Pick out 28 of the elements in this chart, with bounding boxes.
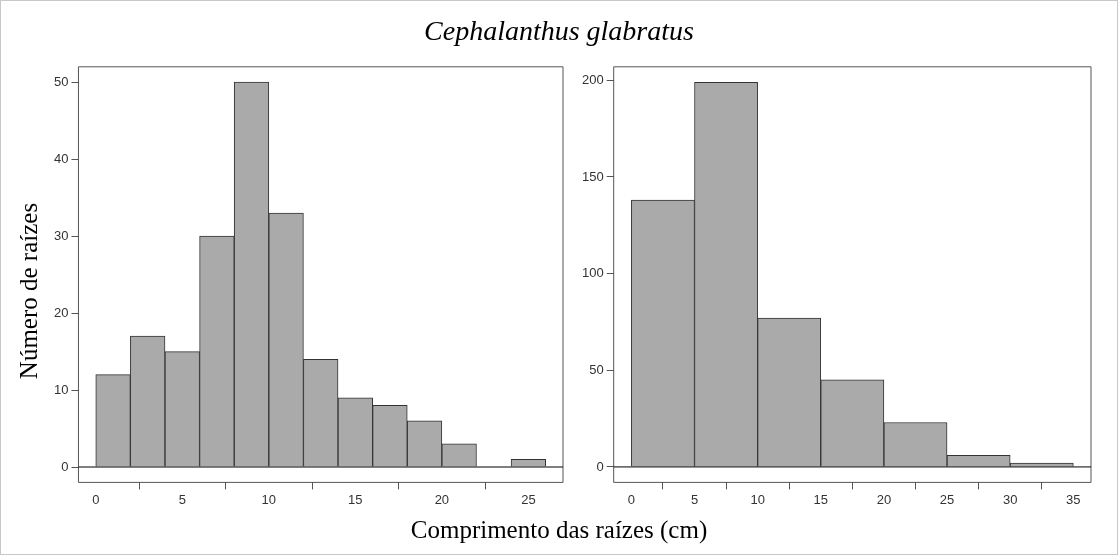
chart-title: Cephalanthus glabratus bbox=[423, 15, 695, 47]
y-tick-label: 30 bbox=[53, 227, 69, 243]
x-tick-label: 0 bbox=[92, 491, 100, 507]
x-tick-label: 15 bbox=[813, 491, 829, 507]
x-tick-label: 5 bbox=[690, 491, 699, 507]
x-tick-label: 30 bbox=[1002, 491, 1018, 507]
y-tick-label: 0 bbox=[61, 458, 69, 474]
x-tick-label: 10 bbox=[750, 491, 765, 507]
x-tick-label: 10 bbox=[261, 491, 277, 507]
y-tick-label: 20 bbox=[53, 304, 69, 320]
y-tick-label: 10 bbox=[53, 381, 69, 397]
y-axis-title: Número de raízes bbox=[15, 202, 43, 380]
y-tick-label: 200 bbox=[581, 71, 604, 87]
y-tick-label: 100 bbox=[581, 265, 604, 281]
x-tick-label: 15 bbox=[348, 491, 363, 507]
x-axis-title: Comprimento das raízes (cm) bbox=[409, 516, 709, 544]
x-tick-label: 25 bbox=[939, 491, 955, 507]
y-tick-label: 50 bbox=[53, 73, 69, 89]
y-tick-label: 0 bbox=[596, 458, 604, 474]
x-tick-label: 35 bbox=[1066, 491, 1081, 507]
x-tick-label: 20 bbox=[434, 491, 450, 507]
x-tick-label: 5 bbox=[178, 491, 186, 507]
x-tick-label: 0 bbox=[627, 491, 635, 507]
x-tick-label: 25 bbox=[521, 491, 536, 507]
y-tick-label: 40 bbox=[53, 150, 69, 166]
y-tick-label: 150 bbox=[581, 168, 604, 184]
x-tick-label: 20 bbox=[876, 491, 892, 507]
y-tick-label: 50 bbox=[589, 361, 604, 377]
